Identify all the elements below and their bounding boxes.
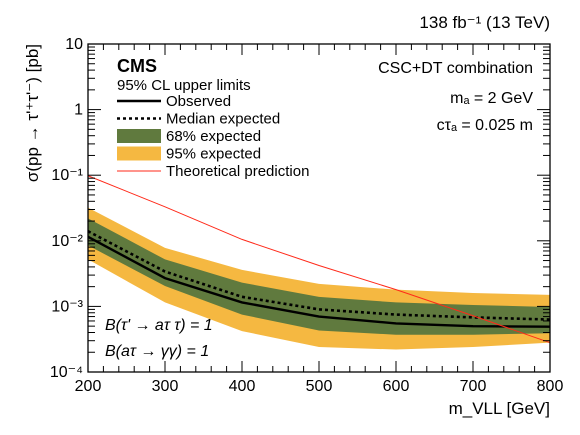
y-tick-label: 10⁻³ bbox=[51, 298, 83, 315]
x-tick-label: 600 bbox=[383, 378, 410, 395]
experiment-label: CMS bbox=[117, 56, 157, 76]
legend-label-95-expected: 95% expected bbox=[166, 146, 261, 163]
curve-median-expected bbox=[87, 230, 551, 321]
lumi-label: 138 fb⁻¹ (13 TeV) bbox=[419, 13, 550, 32]
x-tick-label: 800 bbox=[537, 378, 564, 395]
axis-ticks bbox=[87, 43, 551, 373]
band-68-expected bbox=[88, 218, 550, 335]
curve-observed bbox=[87, 235, 551, 328]
legend-label-median-expected: Median expected bbox=[166, 111, 280, 128]
legend-swatch-95-expected bbox=[117, 146, 161, 161]
x-tick-label: 300 bbox=[152, 378, 179, 395]
x-tick-label: 700 bbox=[460, 378, 487, 395]
y-tick-label: 10 bbox=[65, 36, 83, 53]
y-tick-label: 10⁻⁴ bbox=[50, 364, 83, 381]
x-tick-label: 200 bbox=[75, 378, 102, 395]
curve-theoretical-prediction bbox=[87, 175, 551, 344]
branching-label-2: B(aτ → γγ) = 1 bbox=[105, 343, 209, 360]
branching-label-1: B(τ' → aτ τ) = 1 bbox=[105, 317, 213, 334]
x-axis-label: m_VLL [GeV] bbox=[449, 399, 550, 418]
y-tick-label: 10⁻¹ bbox=[51, 167, 83, 184]
y-tick-label: 1 bbox=[74, 102, 83, 119]
axis-tick-labels: 200 300 400 500 600 700 800 10 1 10⁻¹ 10⁻² 10⁻³ 10⁻⁴ bbox=[50, 36, 564, 395]
legend-label-observed: Observed bbox=[166, 93, 231, 110]
x-tick-label: 400 bbox=[229, 378, 256, 395]
cl-label: 95% CL upper limits bbox=[117, 77, 251, 94]
x-tick-label: 500 bbox=[306, 378, 333, 395]
legend-swatch-68-expected bbox=[117, 129, 161, 143]
mass-label: mₐ = 2 GeV bbox=[450, 90, 533, 107]
legend-label-theoretical-prediction: Theoretical prediction bbox=[166, 163, 309, 180]
legend-label-68-expected: 68% expected bbox=[166, 128, 261, 145]
limit-curves bbox=[87, 175, 551, 344]
y-tick-label: 10⁻² bbox=[51, 233, 83, 250]
ctau-label: cτₐ = 0.025 m bbox=[437, 117, 533, 134]
combination-label: CSC+DT combination bbox=[378, 60, 533, 77]
expected-bands bbox=[88, 207, 550, 350]
y-axis-label: σ(pp → τ'⁺τ'⁻) [pb] bbox=[23, 44, 42, 182]
